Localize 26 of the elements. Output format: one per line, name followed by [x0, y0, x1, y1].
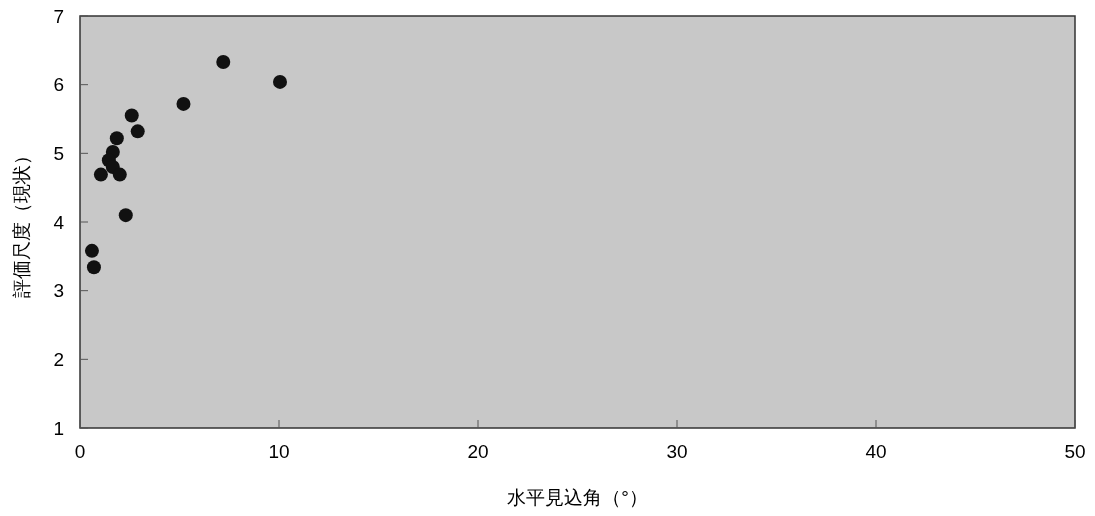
y-tick-label: 3	[53, 280, 64, 302]
point	[118, 208, 133, 223]
point	[84, 243, 99, 258]
x-tick-label: 50	[1064, 441, 1086, 462]
y-tick-label: 1	[53, 417, 64, 439]
x-tick-label: 40	[865, 441, 887, 462]
point	[130, 124, 145, 139]
point	[93, 167, 108, 182]
y-tick-label: 7	[53, 5, 64, 27]
point	[216, 55, 231, 70]
point	[176, 96, 191, 111]
x-axis-title: 水平見込角（°）	[507, 487, 648, 508]
point	[86, 260, 101, 275]
y-tick-label: 6	[53, 74, 64, 96]
point	[273, 74, 287, 89]
point	[124, 108, 139, 123]
y-tick-label: 4	[53, 211, 65, 233]
point	[109, 131, 124, 146]
y-tick-label: 5	[53, 142, 64, 164]
x-tick-label: 0	[74, 441, 86, 462]
x-tick-label: 20	[467, 441, 489, 462]
x-tick-label: 10	[268, 441, 290, 462]
point	[112, 167, 127, 182]
y-tick-label: 2	[53, 348, 64, 370]
x-tick-label: 30	[666, 441, 688, 462]
y-axis-title: 評価尺度（現状）	[11, 146, 32, 298]
